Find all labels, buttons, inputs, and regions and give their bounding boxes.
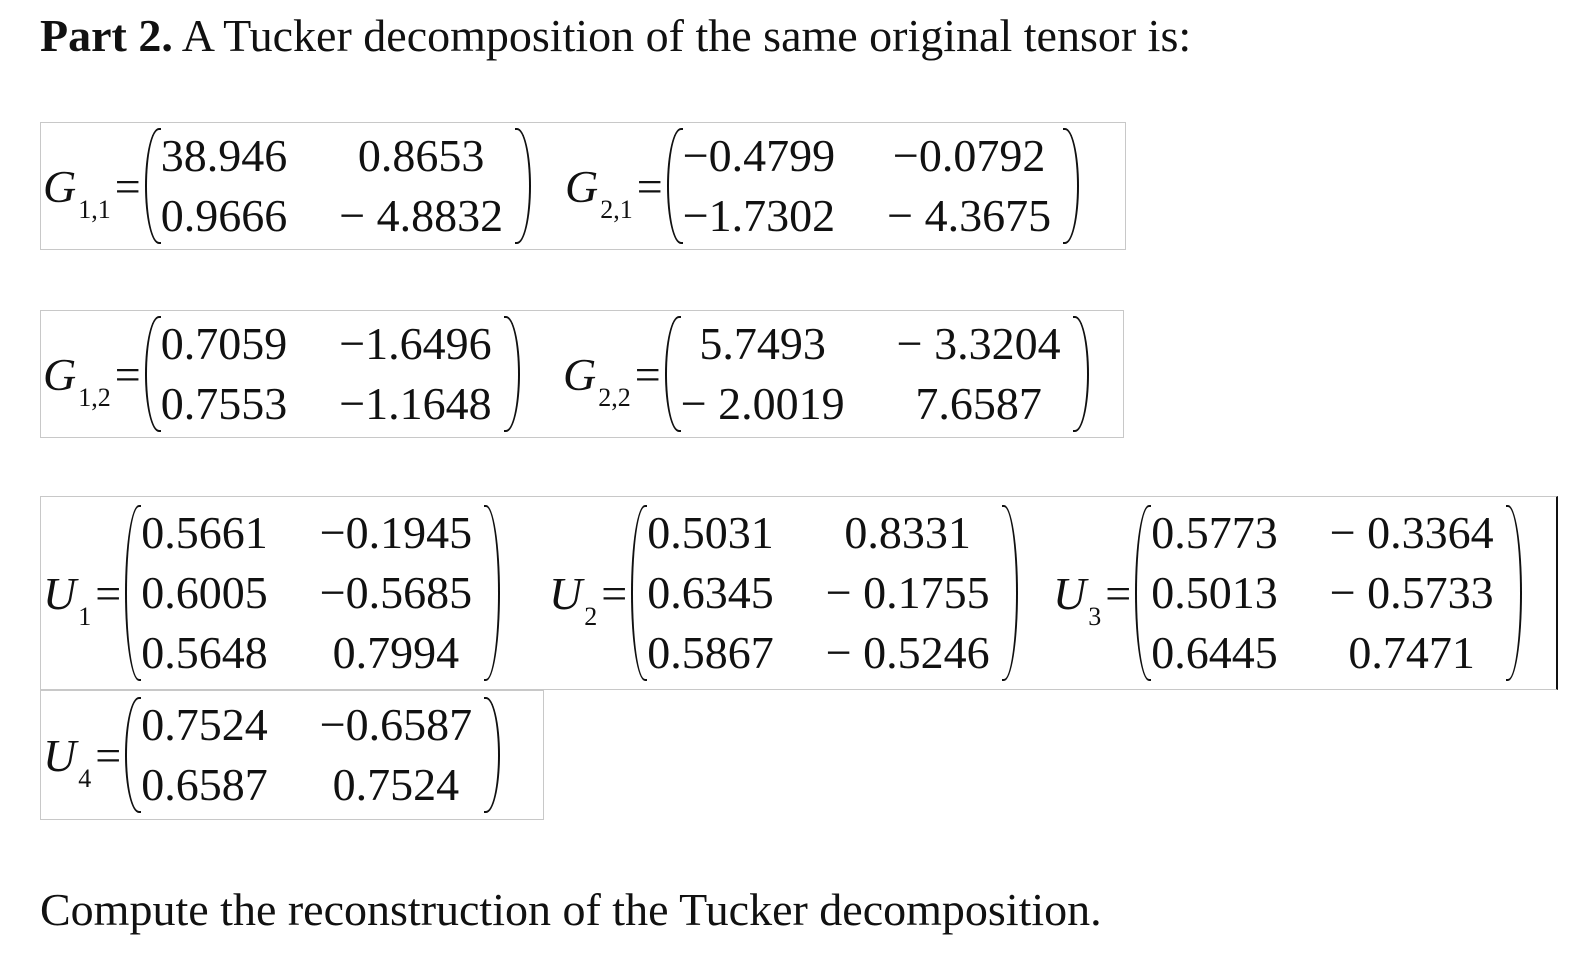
u2-cell: 0.6345 xyxy=(647,567,774,618)
g12-symbol: G1,2 xyxy=(43,348,111,412)
u1-cell: −0.5685 xyxy=(319,567,473,618)
u3-cell: 0.6445 xyxy=(1151,627,1278,678)
g11-cell: 0.9666 xyxy=(160,190,288,241)
g21-cell: −1.7302 xyxy=(682,190,836,241)
g22-equation: G2,2 = 5.7493 − 3.3204 − 2.0019 7.6587 xyxy=(563,311,1089,437)
g12-cell: 0.7553 xyxy=(160,378,288,429)
g11-matrix: 38.946 0.8653 0.9666 − 4.8832 xyxy=(144,126,532,246)
equals-sign: = xyxy=(634,348,661,400)
u2-equation: U2 = 0.5031 0.8331 0.6345 − 0.1755 0.586… xyxy=(549,497,1019,689)
u1-cell: 0.6005 xyxy=(141,567,268,618)
g11-equation: G1,1 = 38.946 0.8653 0.9666 − 4.8832 xyxy=(43,123,532,249)
g21-cell: −0.4799 xyxy=(682,130,836,181)
u2-cell: 0.8331 xyxy=(844,507,971,558)
part-label: Part 2. xyxy=(40,10,173,61)
equals-sign: = xyxy=(95,729,122,781)
u1-cell: −0.1945 xyxy=(319,507,473,558)
u2-cell: 0.5867 xyxy=(647,627,774,678)
g22-cell: − 3.3204 xyxy=(896,318,1061,369)
u4-cell: 0.6587 xyxy=(141,759,268,810)
g11-cell: 0.8653 xyxy=(357,130,485,181)
g21-cell: −0.0792 xyxy=(892,130,1046,181)
equals-sign: = xyxy=(114,160,141,212)
u4-matrix: 0.7524 −0.6587 0.6587 0.7524 xyxy=(125,695,501,815)
g12-cell: 0.7059 xyxy=(160,318,288,369)
problem-heading: Part 2. A Tucker decomposition of the sa… xyxy=(40,8,1191,64)
u3-cell: 0.5013 xyxy=(1151,567,1278,618)
u4-cell: 0.7524 xyxy=(332,759,460,810)
equals-sign: = xyxy=(114,348,141,400)
u1-equation: U1 = 0.5661 −0.1945 0.6005 −0.5685 0.564… xyxy=(43,497,501,689)
u3-equation: U3 = 0.5773 − 0.3364 0.5013 − 0.5733 0.6… xyxy=(1053,497,1523,689)
g21-equation: G2,1 = −0.4799 −0.0792 −1.7302 − 4.3675 xyxy=(565,123,1080,249)
g12-cell: −1.6496 xyxy=(339,318,492,369)
g11-cell: − 4.8832 xyxy=(339,190,504,241)
u2-matrix: 0.5031 0.8331 0.6345 − 0.1755 0.5867 − 0… xyxy=(631,503,1019,683)
g22-cell: 7.6587 xyxy=(915,378,1042,429)
u2-symbol: U2 xyxy=(549,567,598,631)
u2-cell: − 0.5246 xyxy=(825,627,990,678)
core-row-2-box: G1,2 = 0.7059 −1.6496 0.7553 −1.1648 G2,… xyxy=(40,310,1124,438)
g11-cell: 38.946 xyxy=(160,130,288,181)
u4-cell: −0.6587 xyxy=(319,699,473,750)
g21-matrix: −0.4799 −0.0792 −1.7302 − 4.3675 xyxy=(666,126,1080,246)
instruction-text: Compute the reconstruction of the Tucker… xyxy=(40,884,1102,935)
u3-cell: 0.7471 xyxy=(1348,627,1475,678)
u2-cell: − 0.1755 xyxy=(825,567,990,618)
u1-cell: 0.5661 xyxy=(141,507,268,558)
u2-cell: 0.5031 xyxy=(647,507,774,558)
g21-symbol: G2,1 xyxy=(565,160,633,224)
u3-cell: 0.5773 xyxy=(1151,507,1278,558)
g22-symbol: G2,2 xyxy=(563,348,631,412)
u4-equation: U4 = 0.7524 −0.6587 0.6587 0.7524 xyxy=(43,691,501,819)
u3-cell: − 0.3364 xyxy=(1329,507,1494,558)
equals-sign: = xyxy=(95,567,122,619)
g11-symbol: G1,1 xyxy=(43,160,111,224)
u3-symbol: U3 xyxy=(1053,567,1102,631)
equals-sign: = xyxy=(636,160,663,212)
u1-symbol: U1 xyxy=(43,567,92,631)
u4-symbol: U4 xyxy=(43,729,92,793)
g12-equation: G1,2 = 0.7059 −1.6496 0.7553 −1.1648 xyxy=(43,311,520,437)
u1-cell: 0.5648 xyxy=(141,627,268,678)
u4-cell: 0.7524 xyxy=(141,699,268,750)
g21-cell: − 4.3675 xyxy=(887,190,1052,241)
g22-cell: − 2.0019 xyxy=(680,378,845,429)
g22-cell: 5.7493 xyxy=(699,318,826,369)
factor-row-box: U1 = 0.5661 −0.1945 0.6005 −0.5685 0.564… xyxy=(40,496,1558,690)
equals-sign: = xyxy=(1105,567,1132,619)
u1-cell: 0.7994 xyxy=(332,627,460,678)
u1-matrix: 0.5661 −0.1945 0.6005 −0.5685 0.5648 0.7… xyxy=(125,503,501,683)
heading-text: A Tucker decomposition of the same origi… xyxy=(172,10,1192,61)
g22-matrix: 5.7493 − 3.3204 − 2.0019 7.6587 xyxy=(664,314,1089,434)
u3-cell: − 0.5733 xyxy=(1329,567,1494,618)
core-row-1-box: G1,1 = 38.946 0.8653 0.9666 − 4.8832 G2,… xyxy=(40,122,1126,250)
equals-sign: = xyxy=(601,567,628,619)
factor-u4-box: U4 = 0.7524 −0.6587 0.6587 0.7524 xyxy=(40,690,544,820)
u3-matrix: 0.5773 − 0.3364 0.5013 − 0.5733 0.6445 0… xyxy=(1135,503,1523,683)
g12-matrix: 0.7059 −1.6496 0.7553 −1.1648 xyxy=(144,314,520,434)
g12-cell: −1.1648 xyxy=(339,378,492,429)
